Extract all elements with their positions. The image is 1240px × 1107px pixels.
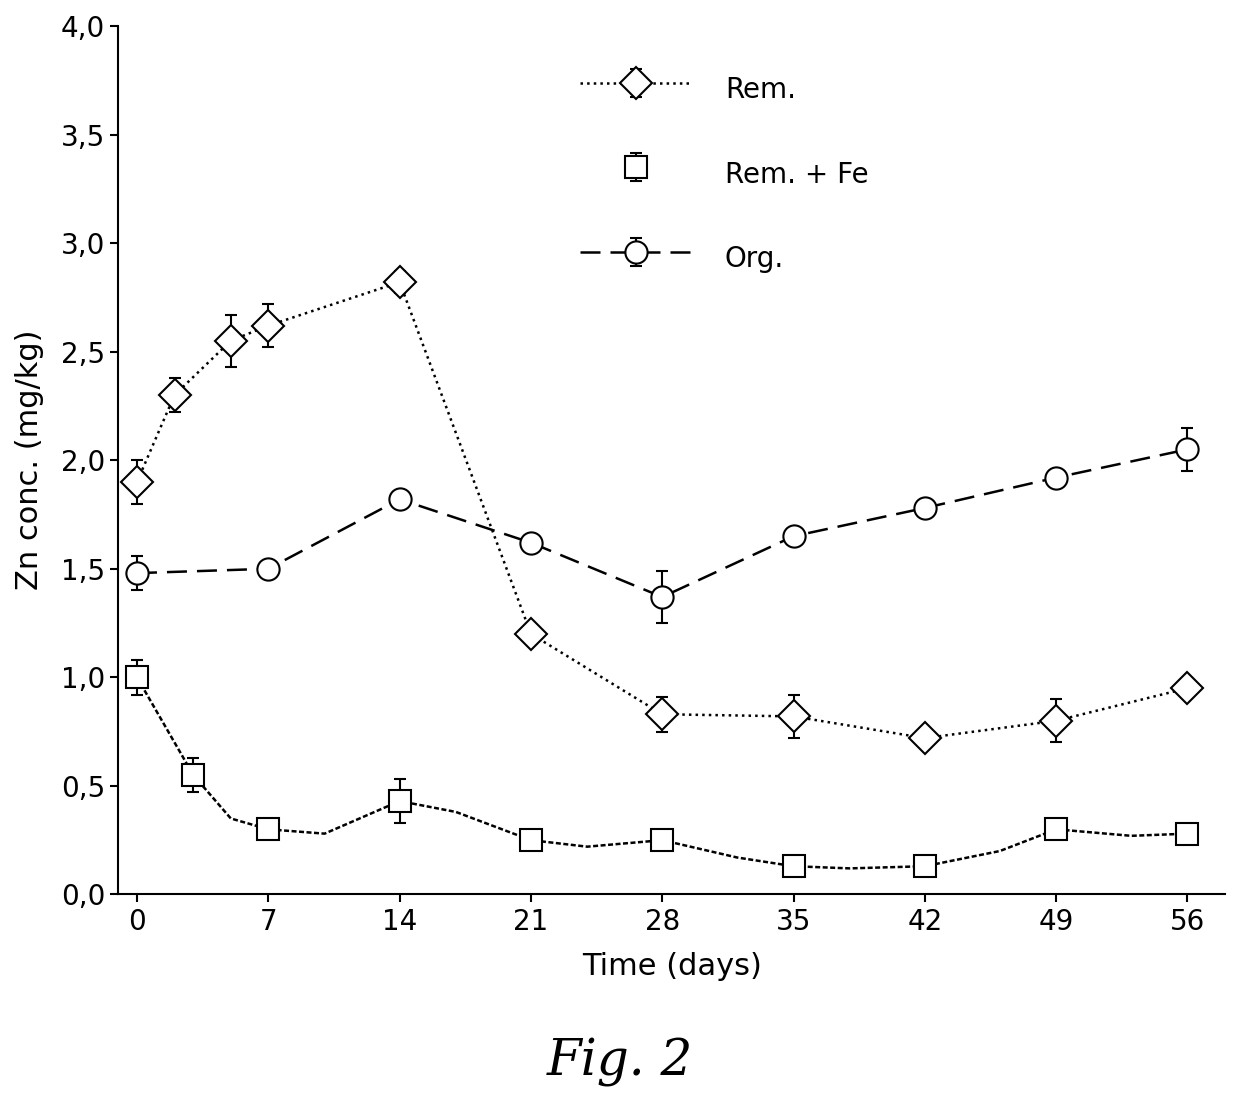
Legend: Rem., Rem. + Fe, Org.: Rem., Rem. + Fe, Org. — [553, 40, 897, 308]
X-axis label: Time (days): Time (days) — [582, 952, 761, 981]
Y-axis label: Zn conc. (mg/kg): Zn conc. (mg/kg) — [15, 330, 43, 590]
Text: Fig. 2: Fig. 2 — [547, 1038, 693, 1087]
